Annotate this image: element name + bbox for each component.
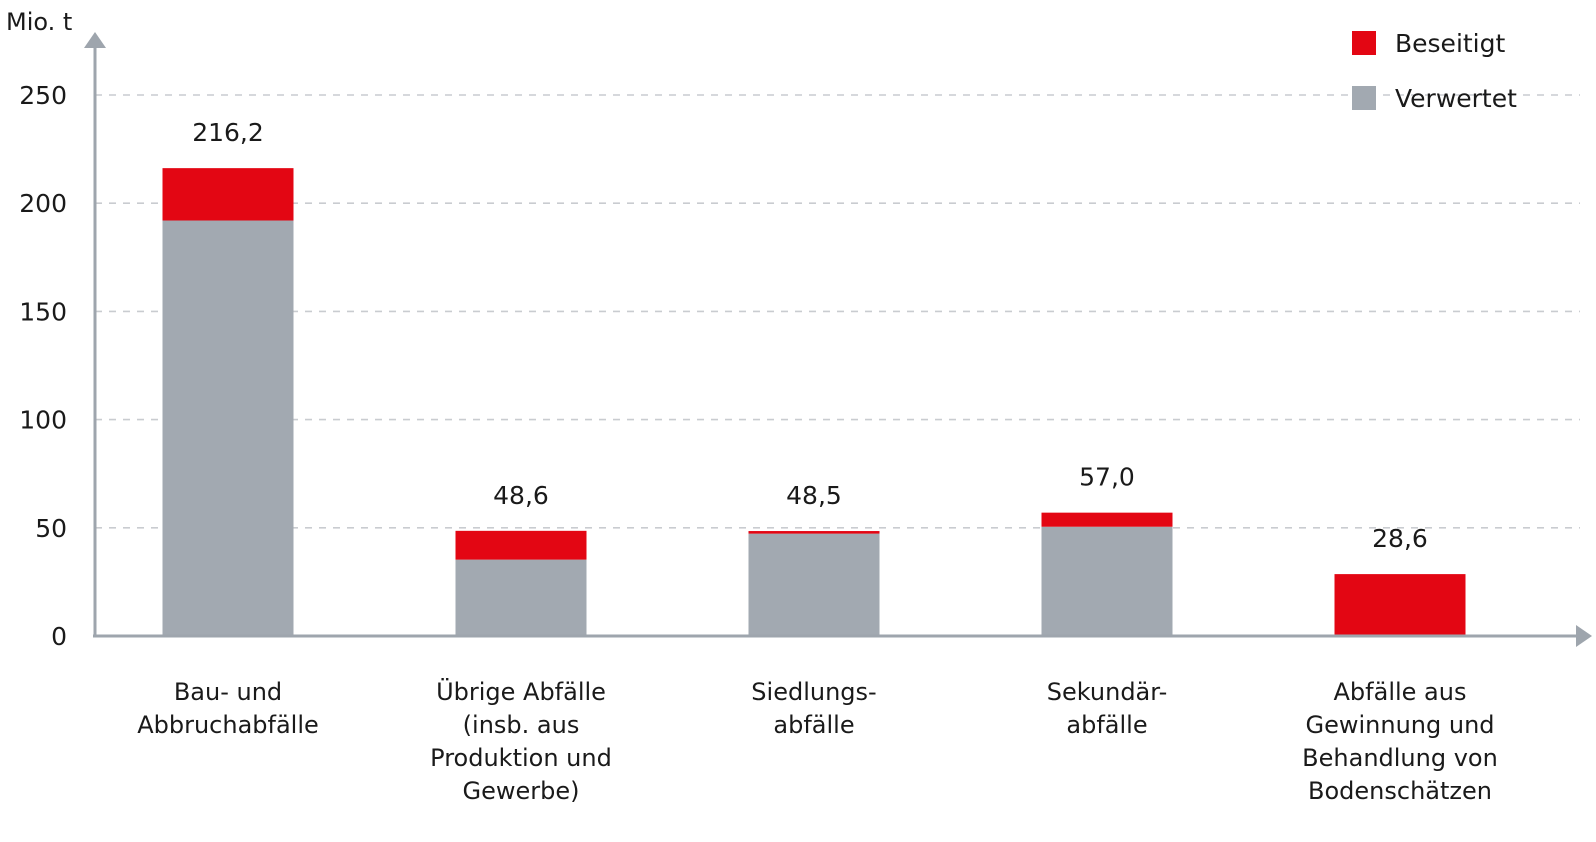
category-label: Bau- und Abbruchabfälle: [137, 678, 319, 739]
category-label: Übrige Abfälle (insb. aus Produktion und Ge…: [430, 677, 612, 805]
bar-beseitigt: [1334, 574, 1466, 636]
category-label-line: Bau- und: [174, 678, 282, 706]
category-label-line: Siedlungs-: [751, 678, 876, 706]
category-label: Siedlungs-abfälle: [751, 678, 876, 739]
bar-verwertet: [1041, 526, 1173, 636]
bar-total-label: 48,5: [786, 481, 842, 510]
y-tick-label: 200: [19, 189, 67, 218]
bar-beseitigt: [1041, 512, 1173, 527]
legend-label-beseitigt: Beseitigt: [1395, 29, 1506, 58]
axes-layer: [84, 32, 1592, 647]
category-label-line: abfälle: [773, 711, 854, 739]
bar-total-label: 216,2: [192, 118, 264, 147]
category-label-line: Gewerbe): [463, 777, 580, 805]
category-label-line: Produktion und: [430, 744, 612, 772]
bar-beseitigt: [748, 531, 880, 534]
legend: Beseitigt Verwertet: [1352, 29, 1517, 113]
bar-total-label: 28,6: [1372, 524, 1428, 553]
y-tick-label: 50: [35, 514, 67, 543]
y-tick-label: 250: [19, 81, 67, 110]
y-tick-label: 100: [19, 406, 67, 435]
category-label-line: Übrige Abfälle: [436, 677, 606, 706]
y-tick-label: 0: [51, 622, 67, 651]
category-label-line: (insb. aus: [463, 711, 580, 739]
category-label: Sekundär-abfälle: [1047, 678, 1168, 739]
category-label-line: abfälle: [1066, 711, 1147, 739]
y-unit-label: Mio. t: [6, 8, 72, 36]
ticks-layer: 0 50 100 150 200 250: [19, 81, 67, 651]
category-label-line: Behandlung von: [1302, 744, 1498, 772]
bar-verwertet: [455, 559, 587, 636]
bars-layer: [162, 168, 1466, 636]
bar-verwertet: [162, 220, 294, 636]
y-tick-label: 150: [19, 297, 67, 326]
labels-layer: 216,2 Bau- und Abbruchabfälle 48,6 Übrige Ab…: [137, 118, 1498, 805]
legend-swatch-beseitigt: [1352, 31, 1376, 55]
legend-label-verwertet: Verwertet: [1395, 84, 1517, 113]
category-label-line: Bodenschätzen: [1308, 777, 1492, 805]
legend-swatch-verwertet: [1352, 86, 1376, 110]
bar-beseitigt: [162, 168, 294, 221]
bar-total-label: 48,6: [493, 481, 549, 510]
grid-layer: [95, 94, 1580, 529]
category-label: Abfälle aus Gewinnung und Behandlung von Bo…: [1302, 678, 1498, 805]
bar-beseitigt: [455, 530, 587, 560]
x-axis-arrow: [1576, 625, 1592, 647]
category-label-line: Sekundär-: [1047, 678, 1168, 706]
category-label-line: Abfälle aus: [1334, 678, 1467, 706]
category-label-line: Gewinnung und: [1305, 711, 1494, 739]
category-label-line: Abbruchabfälle: [137, 711, 319, 739]
bar-verwertet: [748, 533, 880, 636]
bar-total-label: 57,0: [1079, 463, 1135, 492]
y-axis-arrow: [84, 32, 106, 48]
